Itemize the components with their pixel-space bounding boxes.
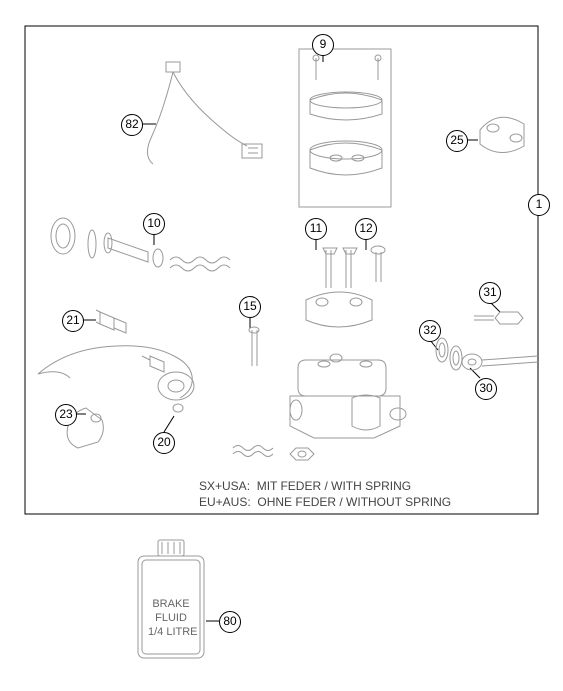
callout-num: 21	[62, 310, 84, 332]
variant-note: SX+USA: MIT FEDER / WITH SPRING EU+AUS: …	[199, 478, 451, 510]
callout-num: 10	[143, 213, 165, 235]
callout-11: 11	[305, 218, 327, 240]
callout-num: 1	[528, 194, 550, 216]
fluid-label-1: BRAKE	[152, 598, 189, 610]
fluid-label-2: FLUID	[155, 612, 187, 624]
note-line2: EU+AUS: OHNE FEDER / WITHOUT SPRING	[199, 495, 451, 509]
callout-21: 21	[62, 310, 84, 332]
callout-num: 12	[355, 218, 377, 240]
fluid-label-3: 1/4 LITRE	[148, 626, 198, 638]
callout-15: 15	[239, 296, 261, 318]
callout-num: 31	[479, 282, 501, 304]
callout-25: 25	[446, 130, 468, 152]
callout-82: 82	[121, 114, 143, 136]
callout-80: 80	[219, 611, 241, 633]
callout-10: 10	[143, 213, 165, 235]
callout-23: 23	[55, 404, 77, 426]
callout-31: 31	[479, 282, 501, 304]
callout-num: 9	[312, 34, 334, 56]
note-line1: SX+USA: MIT FEDER / WITH SPRING	[199, 479, 411, 493]
callout-num: 11	[305, 218, 327, 240]
callout-32: 32	[419, 320, 441, 342]
callout-20: 20	[153, 432, 175, 454]
callout-num: 80	[219, 611, 241, 633]
callout-1: 1	[528, 194, 550, 216]
callout-30: 30	[475, 378, 497, 400]
callout-num: 20	[153, 432, 175, 454]
exploded-diagram	[0, 0, 563, 691]
callout-num: 32	[419, 320, 441, 342]
fluid-label: BRAKE FLUID 1/4 LITRE	[148, 598, 194, 639]
callout-num: 30	[475, 378, 497, 400]
callout-9: 9	[312, 34, 334, 56]
callout-num: 15	[239, 296, 261, 318]
callout-num: 23	[55, 404, 77, 426]
callout-12: 12	[355, 218, 377, 240]
callout-num: 25	[446, 130, 468, 152]
callout-num: 82	[121, 114, 143, 136]
